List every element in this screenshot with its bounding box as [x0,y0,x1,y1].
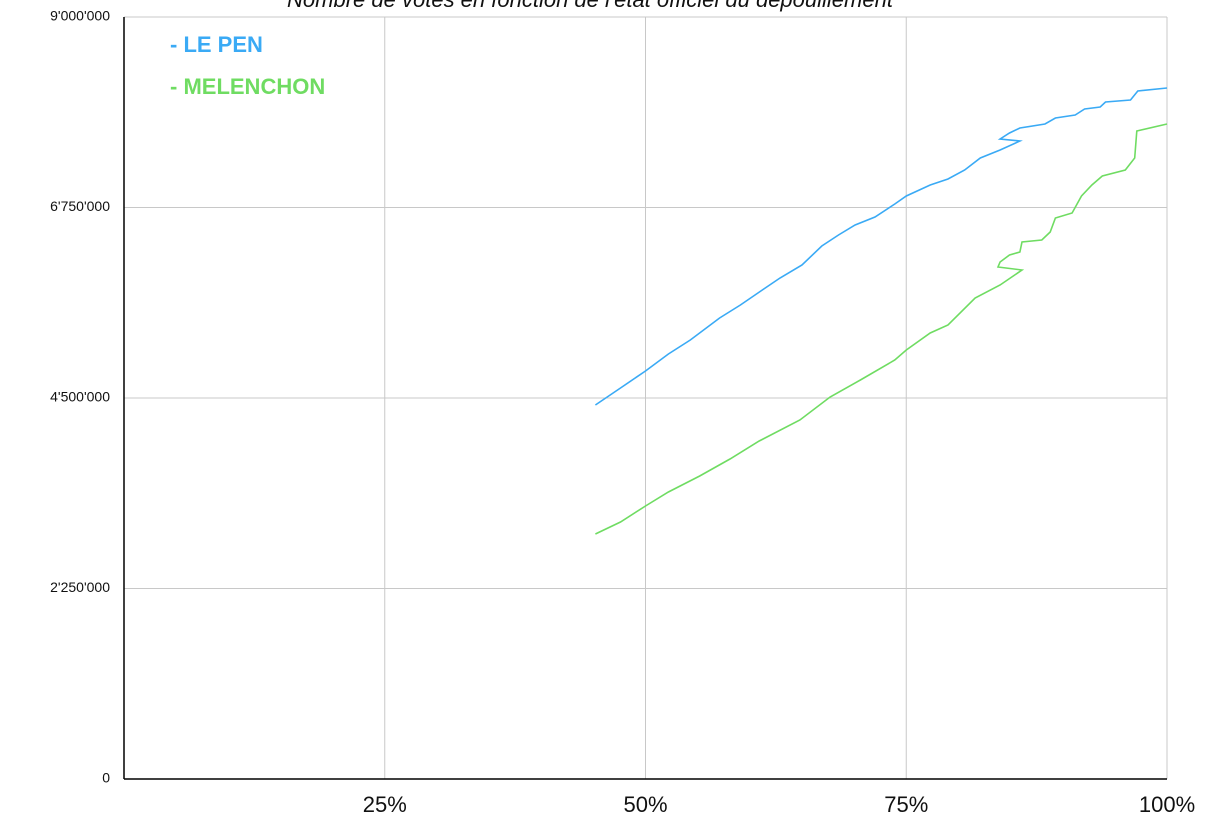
legend-label: - MELENCHON [170,74,325,99]
x-tick-label: 75% [884,792,928,817]
y-tick-label: 4'500'000 [50,389,110,405]
x-tick-label: 100% [1139,792,1195,817]
x-tick-label: 50% [623,792,667,817]
series-line [594,87,1168,406]
y-tick-label: 9'000'000 [50,8,110,24]
chart-title: Nombre de votes en fonction de l'état of… [287,0,894,12]
y-tick-label: 6'750'000 [50,198,110,214]
x-tick-label: 25% [363,792,407,817]
legend-label: - LE PEN [170,32,263,57]
y-tick-label: 0 [102,770,110,786]
y-tick-label: 2'250'000 [50,579,110,595]
series-line [595,123,1168,535]
